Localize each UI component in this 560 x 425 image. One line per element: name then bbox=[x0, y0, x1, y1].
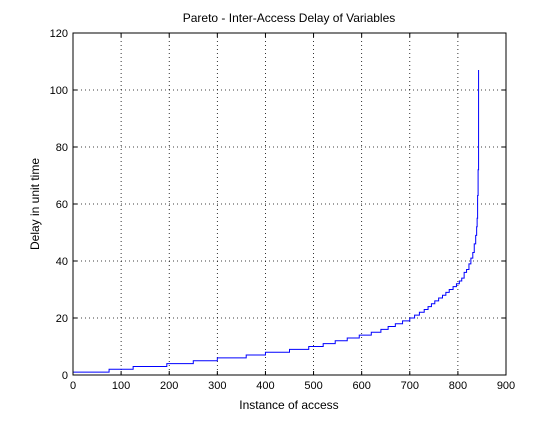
y-tick-label: 20 bbox=[56, 313, 68, 325]
y-tick-label: 120 bbox=[50, 28, 68, 40]
x-tick-label: 300 bbox=[208, 380, 226, 392]
x-tick-label: 800 bbox=[449, 380, 467, 392]
y-axis-label: Delay in unit time bbox=[28, 158, 42, 250]
y-tick-label: 40 bbox=[56, 256, 68, 268]
y-tick-label: 0 bbox=[62, 370, 68, 382]
x-tick-label: 100 bbox=[112, 380, 130, 392]
y-tick-label: 80 bbox=[56, 142, 68, 154]
x-tick-label: 600 bbox=[352, 380, 370, 392]
series-layer bbox=[73, 70, 480, 373]
x-tick-label: 900 bbox=[497, 380, 515, 392]
x-tick-label: 200 bbox=[160, 380, 178, 392]
chart-title: Pareto - Inter-Access Delay of Variables bbox=[183, 11, 396, 25]
y-tick-label: 100 bbox=[50, 85, 68, 97]
x-tick-label: 400 bbox=[256, 380, 274, 392]
x-tick-label: 700 bbox=[401, 380, 419, 392]
series-line bbox=[73, 70, 480, 373]
grid-layer bbox=[73, 33, 506, 375]
y-tick-label: 60 bbox=[56, 199, 68, 211]
x-axis-label: Instance of access bbox=[239, 398, 338, 412]
ticks-layer: 0 100 200 300 400 500 600 700 800 900 0 20 40 60 80 100… bbox=[50, 28, 516, 392]
x-tick-label: 500 bbox=[304, 380, 322, 392]
x-tick-label: 0 bbox=[70, 380, 76, 392]
